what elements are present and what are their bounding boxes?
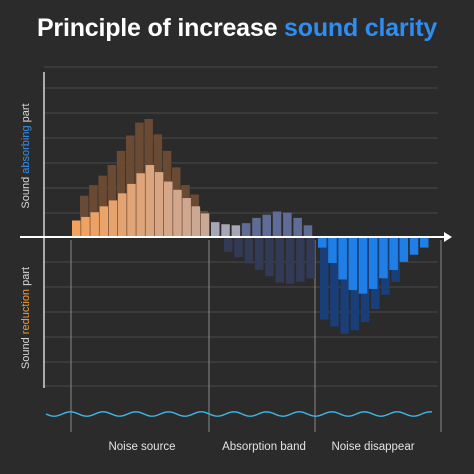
bar-disappear-back bbox=[330, 237, 339, 327]
bar-absorption-up bbox=[303, 225, 313, 237]
y-label-reduction: Sound reduction part bbox=[20, 258, 32, 378]
region-label-noise-disappear: Noise disappear bbox=[331, 441, 415, 453]
bar-disappear bbox=[328, 237, 337, 263]
x-axis-arrow-icon bbox=[444, 232, 452, 242]
bars-front-layer bbox=[72, 165, 429, 294]
title-accent: sound clarity bbox=[284, 14, 438, 42]
bar-absorption-down bbox=[254, 237, 264, 270]
page-title: Principle of increase sound clarity bbox=[0, 14, 474, 43]
bar-source bbox=[81, 216, 90, 237]
y-label-lower-prefix: Sound bbox=[20, 334, 32, 370]
bar-source bbox=[191, 206, 201, 237]
bar-disappear bbox=[358, 237, 368, 294]
y-label-lower-suffix: part bbox=[20, 266, 32, 289]
bar-source-back bbox=[80, 195, 89, 237]
bar-absorption-up bbox=[272, 211, 282, 237]
y-label-lower-highlight: reduction bbox=[20, 288, 32, 335]
bar-source bbox=[118, 193, 127, 237]
bar-source bbox=[182, 198, 191, 237]
bar-source bbox=[72, 220, 81, 237]
bar-source bbox=[127, 183, 136, 237]
bar-absorption-up bbox=[293, 217, 302, 237]
bar-absorption-up bbox=[231, 225, 241, 237]
region-label-noise-source: Noise source bbox=[108, 441, 176, 453]
axes bbox=[20, 72, 452, 388]
y-label-upper-prefix: Sound bbox=[20, 173, 32, 209]
bar-absorption-up bbox=[252, 217, 261, 237]
bar-absorption-up bbox=[211, 222, 220, 237]
bar-source bbox=[164, 181, 173, 237]
bar-source bbox=[154, 172, 164, 237]
bar-source-back bbox=[89, 185, 98, 237]
bar-absorption-up bbox=[262, 214, 271, 237]
bar-source bbox=[136, 173, 145, 237]
bar-disappear bbox=[318, 237, 327, 248]
region-label-absorption-band: Absorption band bbox=[222, 441, 306, 453]
bar-absorption-up bbox=[283, 212, 292, 237]
bar-disappear bbox=[420, 237, 429, 248]
bar-disappear bbox=[409, 237, 419, 255]
bar-absorption-down bbox=[306, 237, 315, 279]
bar-disappear bbox=[389, 237, 398, 271]
bar-absorption-down bbox=[265, 237, 274, 277]
bar-source bbox=[200, 213, 210, 237]
bar-source bbox=[90, 212, 99, 237]
bar-absorption-up bbox=[241, 223, 251, 237]
y-label-absorbing: Sound absorbing part bbox=[20, 96, 32, 216]
bar-disappear bbox=[348, 237, 358, 291]
bar-source bbox=[173, 189, 182, 237]
title-part-1: Principle of increase bbox=[36, 14, 285, 42]
sound-wave-line bbox=[45, 411, 433, 417]
bar-disappear bbox=[379, 237, 388, 279]
y-label-upper-highlight: absorbing bbox=[20, 125, 32, 174]
bar-disappear-back bbox=[320, 237, 329, 320]
region-divider-lines bbox=[70, 240, 442, 432]
bar-disappear bbox=[369, 237, 378, 289]
bar-absorption-down bbox=[296, 237, 305, 282]
bar-absorption-down bbox=[285, 237, 295, 284]
bar-absorption-down bbox=[224, 237, 233, 252]
bar-disappear bbox=[338, 237, 347, 280]
bar-absorption-down bbox=[275, 237, 284, 283]
bar-absorption-down bbox=[234, 237, 243, 258]
y-label-upper-suffix: part bbox=[20, 103, 32, 126]
bar-source bbox=[108, 200, 118, 237]
bar-disappear bbox=[399, 237, 409, 262]
bar-absorption-up bbox=[221, 224, 230, 237]
bar-disappear-back bbox=[340, 237, 349, 334]
bar-source bbox=[145, 165, 155, 237]
bar-source bbox=[99, 206, 109, 237]
bar-absorption-down bbox=[244, 237, 254, 264]
